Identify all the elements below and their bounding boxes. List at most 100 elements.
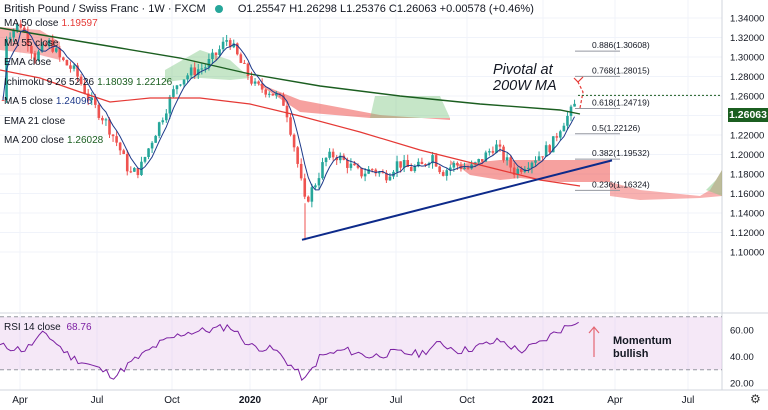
candle-body [541,156,544,158]
time-axis-label: 2020 [239,395,262,406]
candle-body [37,51,40,61]
time-axis-label: Oct [164,395,180,406]
fib-label: 0.768(1.28015) [592,65,650,75]
candle-body [285,105,289,118]
settings-gear-icon[interactable]: ⚙ [750,392,761,406]
fib-label: 0.5(1.22126) [592,123,640,133]
time-axis-label: 2021 [532,395,555,406]
candle-body [76,65,79,77]
candle-body [140,161,143,176]
candle-body [509,157,512,168]
candle-body [573,103,576,107]
rsi-axis-label: 20.00 [730,379,754,390]
candle-body [118,142,122,151]
candle-body [19,23,23,28]
candle-body [94,97,97,105]
momentum-annotation: Momentum bullish [613,335,672,361]
price-axis-label: 1.20000 [730,150,764,161]
candle-body [104,119,108,121]
candle-body [431,155,434,164]
candle-body [33,53,37,61]
candle-body [62,57,65,60]
candle-body [463,167,466,170]
candle-body [108,119,111,135]
candle-body [438,166,441,173]
rsi-band [0,316,722,370]
candle-body [267,93,271,95]
indicator-legend: MA 50 close 1.19597 MA 55 close EMA close Ic… [4,14,172,151]
ichimoku-cloud-bear [610,170,722,200]
candle-body [26,31,30,46]
candle-body [555,136,559,138]
legend-label: Ichimoku 9 26 52 26 [4,76,95,88]
price-axis-label: 1.10000 [730,248,764,259]
candle-body [349,163,353,168]
candle-body [374,169,378,174]
candle-body [378,172,381,174]
legend-label: MA 200 close [4,135,65,146]
legend-value: 1.24096 [55,96,93,107]
candle-body [498,144,502,147]
candle-body [200,68,204,70]
rsi-axis-label: 40.00 [730,352,754,363]
fib-label: 0.618(1.24719) [592,97,650,107]
price-axis-label: 1.28000 [730,72,764,83]
price-axis-label: 1.18000 [730,170,764,181]
symbol-title: British Pound / Swiss Franc · 1W · FXCM [4,3,206,15]
candle-body [150,142,154,149]
candle-body [548,145,551,153]
legend-label: EMA close [4,57,52,68]
candle-body [527,167,530,170]
candle-body [307,196,310,202]
rsi-legend: RSI 14 close 68.76 [4,322,92,333]
rsi-line [0,321,579,381]
candle-body [424,164,427,166]
candle-body [342,155,346,160]
legend-row: MA 5 close 1.24096 [4,92,172,112]
legend-value: 1.19597 [61,18,98,29]
price-axis-label: 1.34000 [730,14,764,25]
candle-body [12,30,15,38]
time-axis-label: Jul [682,395,695,406]
candle-body [275,93,278,96]
time-axis-label: Oct [459,395,475,406]
candle-body [360,167,363,177]
candle-body [154,135,157,143]
candle-body [83,84,86,94]
pivot-arrow-head [573,76,584,83]
candle-body [232,43,236,48]
candle-body [488,151,491,153]
candle-body [314,185,317,188]
momentum-annotation-line2: bullish [613,348,649,360]
candle-body [218,49,221,56]
candle-body [282,94,285,106]
candle-body [338,155,342,161]
legend-row: MA 50 close 1.19597 [4,14,172,34]
candle-body [157,122,161,136]
candle-body [296,147,299,164]
price-axis-label: 1.12000 [730,228,764,239]
candle-body [505,157,509,161]
candle-body [292,134,296,148]
legend-value: 1.18039 1.22126 [97,76,173,88]
candle-body [221,41,225,50]
rsi-legend-value: 68.76 [66,322,92,333]
candle-body [324,157,328,163]
candle-body [445,170,449,176]
candle-body [186,75,189,80]
candle-body [456,162,459,166]
candle-body [165,113,168,121]
ma200-line [0,27,581,115]
candle-body [122,150,125,155]
ohlc-readout: O1.25547 H1.26298 L1.25376 C1.26063 +0.0… [237,3,534,15]
candle-body [537,156,541,161]
candle-body [466,167,470,169]
candle-body [90,97,94,101]
rsi-legend-label: RSI 14 close [4,322,61,333]
candle-body [317,178,321,186]
ichimoku-cloud-bull [706,170,722,196]
time-axis-label: Jul [390,395,403,406]
candle-body [97,104,101,118]
